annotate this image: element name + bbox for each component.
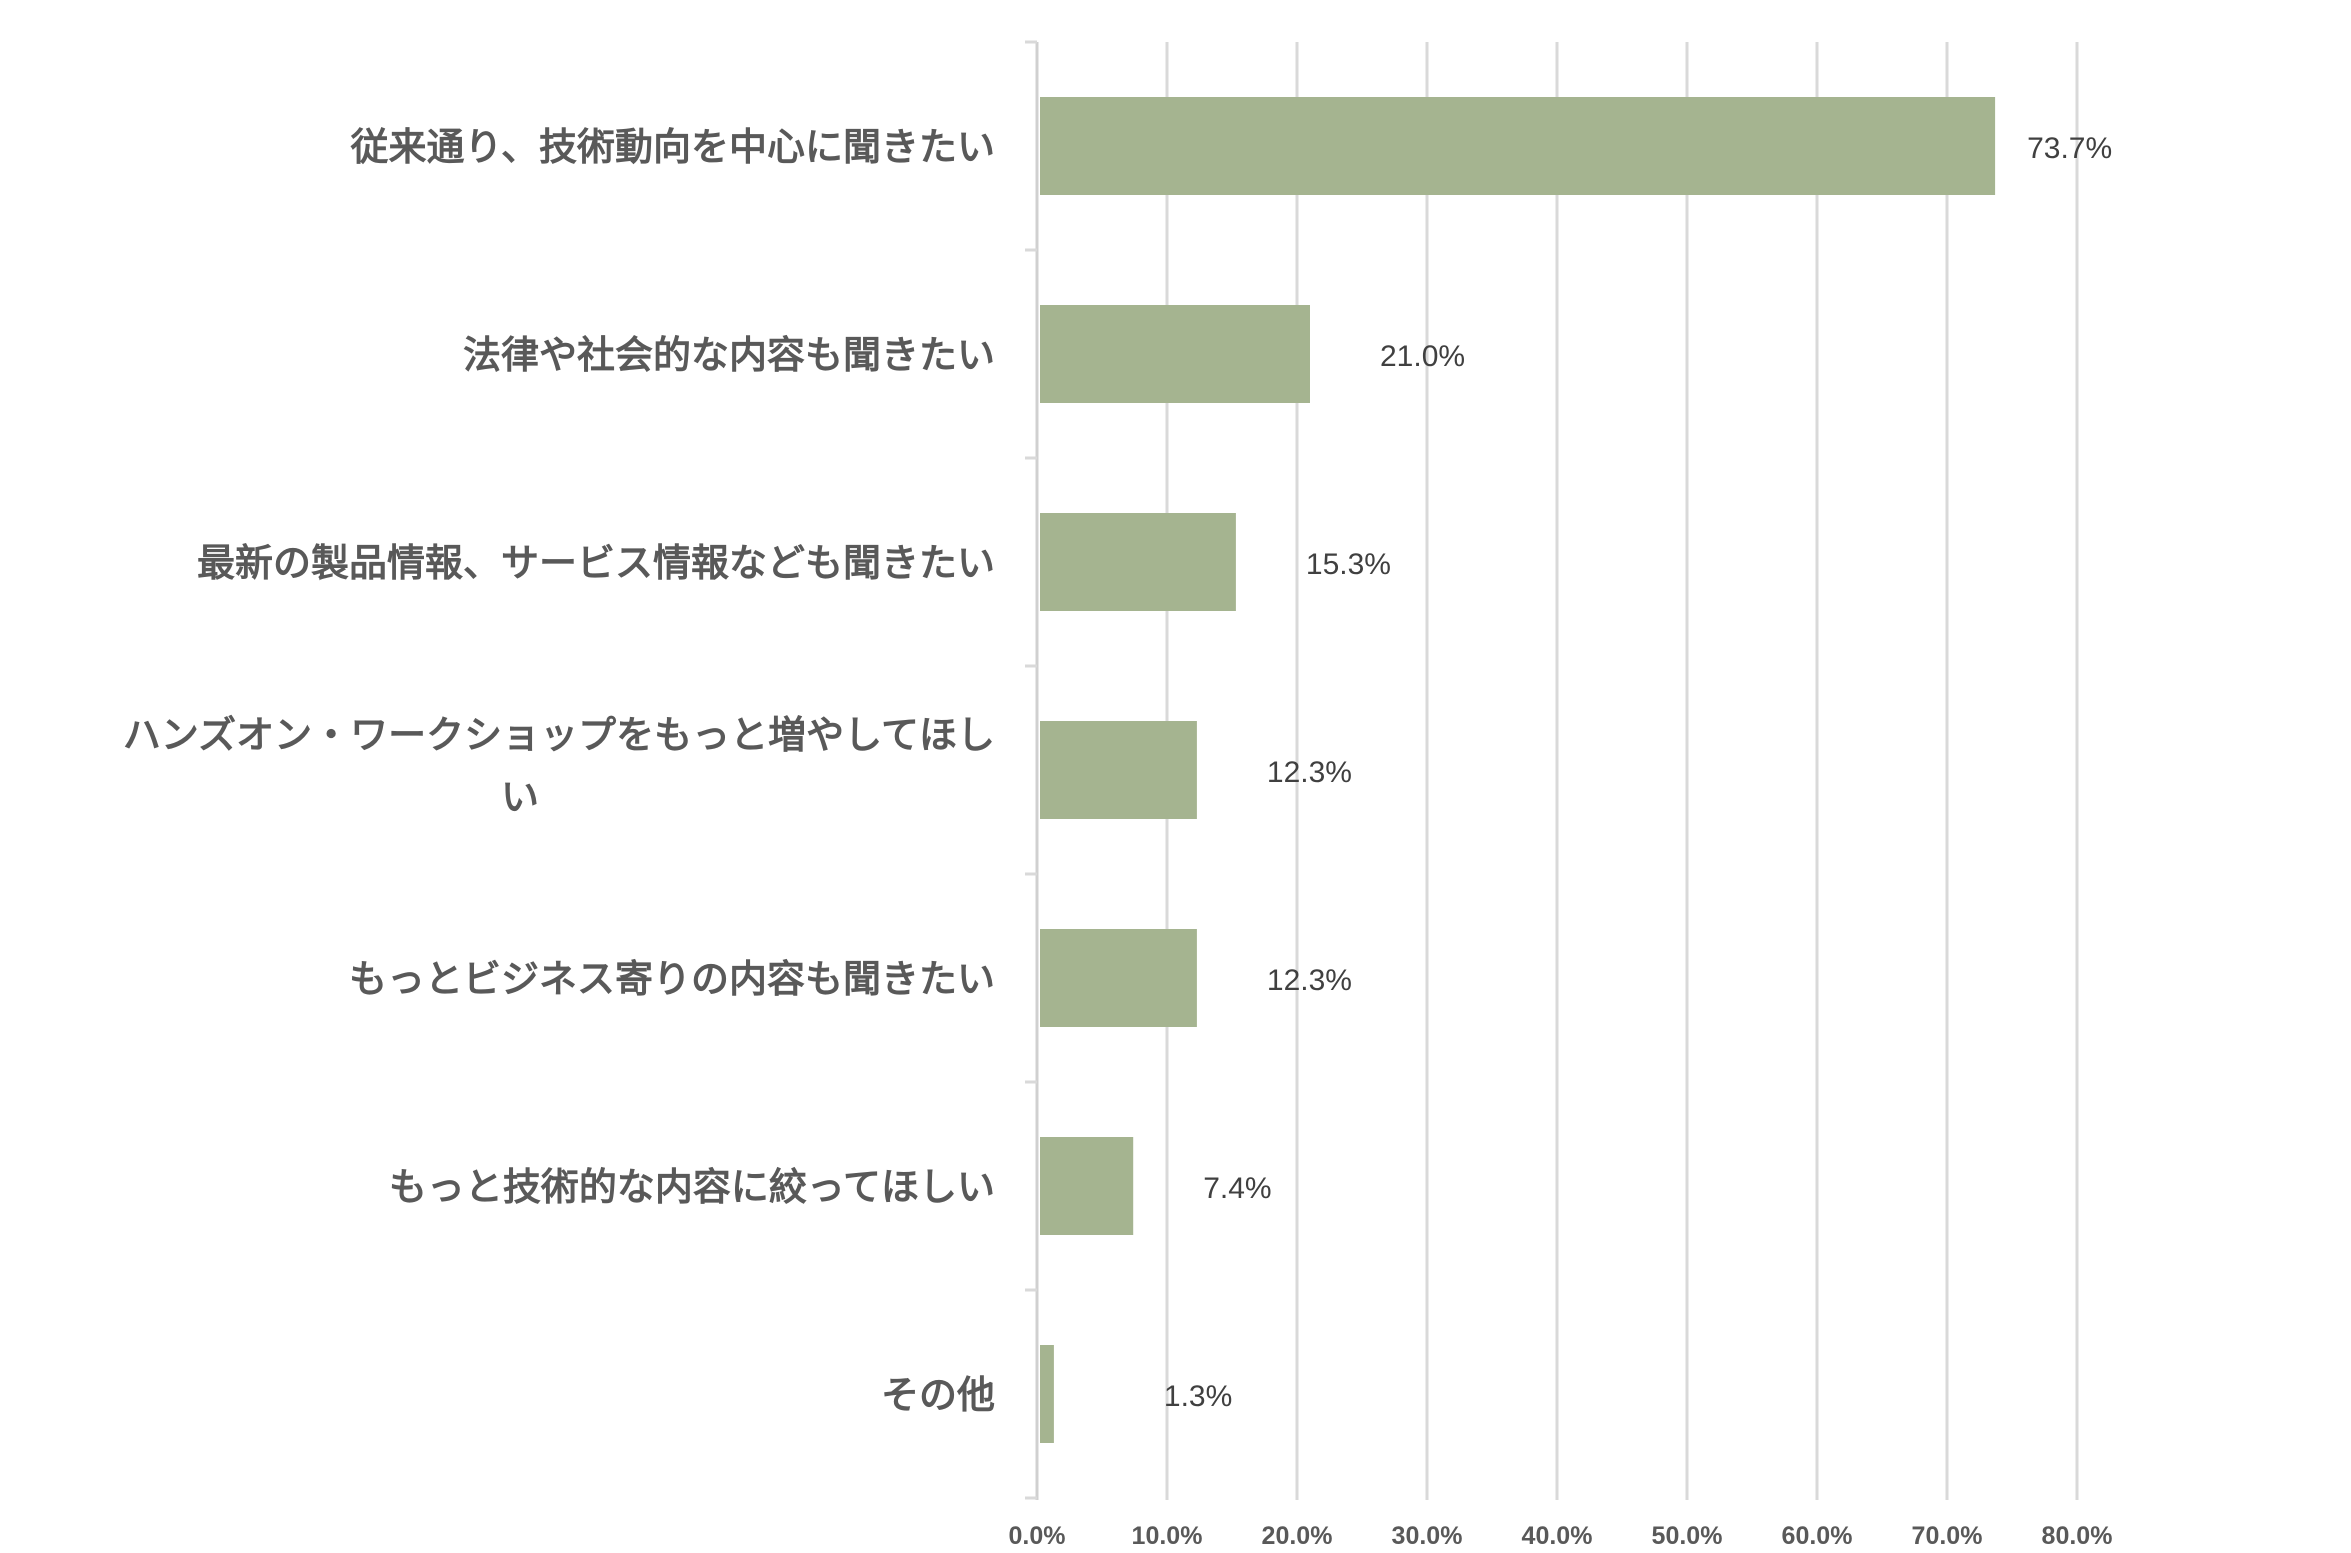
category-label: もっとビジネス寄りの内容も聞きたい: [349, 957, 995, 1001]
category-label: い: [501, 775, 539, 819]
x-tick-label: 80.0%: [2042, 1522, 2113, 1550]
bar: [1040, 1137, 1134, 1235]
x-tick-label: 30.0%: [1392, 1522, 1463, 1550]
bar: [1040, 929, 1197, 1027]
data-label: 12.3%: [1267, 964, 1352, 997]
category-label: 法律や社会的な内容も聞きたい: [463, 333, 995, 377]
category-label: ハンズオン・ワークショップをもっと増やしてほし: [123, 713, 995, 757]
x-tick-label: 20.0%: [1262, 1522, 1333, 1550]
bar: [1040, 97, 1996, 195]
x-tick-label: 0.0%: [1009, 1522, 1066, 1550]
x-tick-label: 50.0%: [1652, 1522, 1723, 1550]
category-label: その他: [881, 1373, 995, 1417]
bar: [1040, 513, 1236, 611]
data-label: 1.3%: [1164, 1380, 1232, 1413]
bar: [1040, 305, 1310, 403]
data-label: 12.3%: [1267, 756, 1352, 789]
category-label: もっと技術的な内容に絞ってほしい: [389, 1165, 995, 1209]
data-label: 15.3%: [1306, 548, 1391, 581]
data-label: 73.7%: [2027, 132, 2112, 165]
x-tick-label: 40.0%: [1522, 1522, 1593, 1550]
bar: [1040, 1345, 1054, 1443]
bar: [1040, 721, 1197, 819]
data-label: 21.0%: [1380, 340, 1465, 373]
data-label: 7.4%: [1203, 1172, 1271, 1205]
category-label: 従来通り、技術動向を中心に聞きたい: [350, 125, 995, 169]
x-tick-label: 70.0%: [1912, 1522, 1983, 1550]
category-label: 最新の製品情報、サービス情報なども聞きたい: [197, 541, 995, 585]
x-tick-label: 10.0%: [1132, 1522, 1203, 1550]
x-tick-label: 60.0%: [1782, 1522, 1853, 1550]
